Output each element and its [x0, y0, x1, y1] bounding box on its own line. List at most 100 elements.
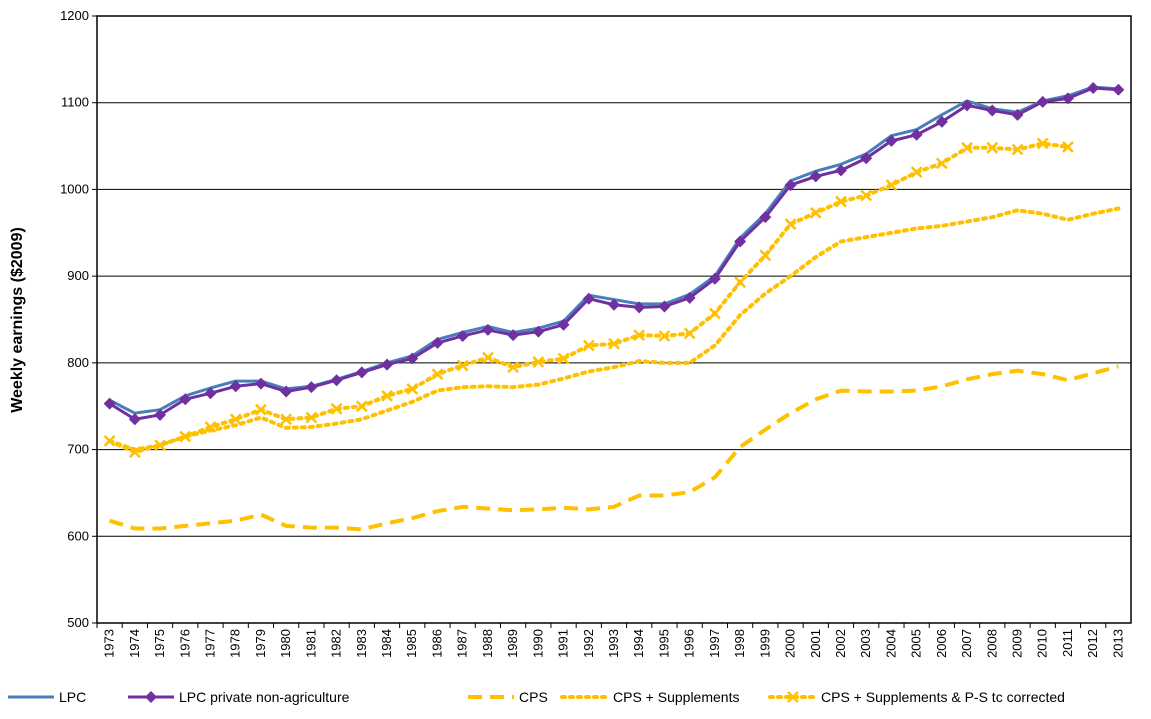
data-point	[381, 358, 394, 371]
data-point	[986, 104, 999, 117]
data-point	[1011, 143, 1024, 156]
data-point	[431, 336, 444, 349]
y-tick-label: 600	[67, 528, 89, 543]
x-tick-label: 1996	[682, 629, 697, 658]
data-point	[330, 402, 343, 415]
x-tick-label: 1992	[581, 629, 596, 658]
data-point	[608, 298, 620, 311]
legend-item: LPC private non-agriculture	[128, 689, 350, 705]
x-tick-label: 1980	[278, 629, 293, 658]
data-point	[1036, 137, 1049, 150]
data-point	[683, 327, 696, 340]
data-point	[305, 381, 318, 394]
data-point	[482, 351, 494, 364]
data-point	[154, 439, 166, 452]
x-tick-label: 1998	[732, 629, 747, 658]
data-point	[456, 329, 469, 342]
x-tick-label: 2000	[783, 629, 798, 658]
legend-label: LPC	[59, 689, 86, 705]
data-point	[582, 292, 595, 305]
data-point	[204, 421, 217, 433]
plot-border	[96, 15, 1132, 624]
y-tick-label: 1200	[60, 8, 89, 23]
legend-label: CPS + Supplements	[613, 689, 739, 705]
series-line	[108, 86, 1119, 421]
data-point	[608, 337, 620, 350]
data-point	[784, 179, 797, 192]
data-point	[784, 218, 797, 230]
data-point	[809, 170, 822, 183]
legend-item: LPC	[8, 689, 86, 705]
x-tick-label: 2004	[883, 629, 898, 658]
x-tick-label: 1977	[202, 629, 217, 658]
legend-label: CPS + Supplements & P-S tc corrected	[821, 689, 1065, 705]
x-tick-label: 1988	[480, 629, 495, 658]
x-tick-label: 1994	[631, 629, 646, 658]
y-tick-label: 1100	[61, 95, 89, 110]
data-point	[860, 152, 873, 165]
data-point	[204, 387, 217, 400]
x-tick-label: 1982	[329, 629, 344, 658]
data-point	[834, 164, 847, 177]
data-point	[935, 157, 948, 170]
y-tick-label: 800	[67, 355, 89, 370]
data-point	[1062, 141, 1074, 153]
data-point	[1087, 81, 1100, 94]
data-point	[481, 323, 494, 336]
data-point	[1036, 95, 1049, 108]
data-point	[355, 400, 368, 413]
data-point	[835, 195, 847, 208]
data-point	[254, 377, 267, 390]
x-tick-label: 2002	[833, 629, 848, 658]
x-tick-label: 1999	[757, 629, 772, 658]
data-point	[229, 413, 242, 426]
x-tick-label: 2012	[1085, 629, 1100, 658]
data-point	[557, 318, 570, 331]
data-point	[431, 368, 444, 381]
data-point	[255, 403, 267, 416]
x-tick-label: 2011	[1060, 629, 1075, 657]
legend-marker	[145, 691, 157, 703]
data-point	[330, 374, 343, 387]
data-point	[507, 329, 520, 342]
data-point	[986, 141, 999, 154]
data-point	[103, 435, 116, 447]
x-tick-label: 2013	[1110, 629, 1125, 658]
data-point	[1061, 92, 1074, 105]
data-point	[910, 128, 923, 141]
y-tick-label: 700	[67, 442, 89, 457]
y-tick-label: 500	[67, 615, 89, 630]
x-tick-label: 1993	[606, 629, 621, 658]
data-point	[1011, 108, 1024, 121]
x-tick-label: 1976	[177, 629, 192, 658]
data-point	[229, 380, 242, 393]
data-point	[128, 413, 141, 426]
legend-item: CPS + Supplements	[560, 689, 739, 705]
x-tick-label: 1997	[707, 629, 722, 658]
x-tick-label: 1987	[455, 629, 470, 658]
x-tick-label: 2010	[1035, 629, 1050, 658]
data-point	[103, 397, 116, 410]
legend-marker	[787, 691, 799, 703]
y-tick-label: 900	[67, 268, 89, 283]
x-tick-label: 2007	[959, 629, 974, 658]
legend-label: CPS	[519, 689, 548, 705]
data-point	[406, 352, 419, 365]
x-tick-label: 1984	[379, 629, 394, 658]
data-point	[507, 361, 520, 374]
x-tick-label: 2009	[1010, 629, 1025, 658]
data-point	[961, 141, 973, 154]
x-tick-label: 1973	[102, 629, 117, 658]
data-point	[734, 235, 747, 248]
legend-item: CPS	[468, 689, 548, 705]
x-tick-label: 1995	[656, 629, 671, 658]
data-point	[658, 300, 671, 313]
data-point	[532, 356, 545, 368]
x-tick-label: 1975	[152, 629, 167, 658]
data-point	[860, 189, 873, 202]
x-tick-label: 1974	[127, 629, 142, 658]
data-point	[128, 446, 141, 459]
data-point	[582, 339, 595, 352]
data-point	[280, 413, 293, 426]
x-tick-label: 1983	[354, 629, 369, 658]
